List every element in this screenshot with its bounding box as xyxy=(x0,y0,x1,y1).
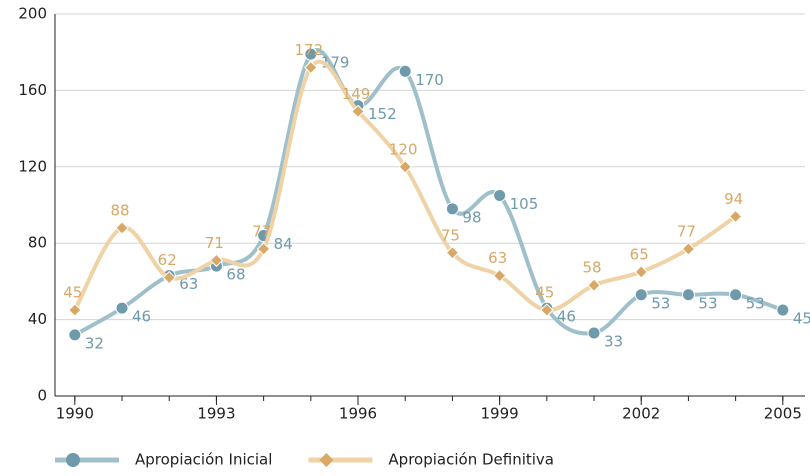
marker xyxy=(776,303,790,317)
data-label: 170 xyxy=(415,71,444,89)
y-tick-label: 160 xyxy=(18,81,47,99)
data-label: 105 xyxy=(510,195,539,213)
marker xyxy=(492,268,507,283)
marker xyxy=(540,303,554,317)
data-label: 98 xyxy=(462,208,481,226)
y-tick-label: 200 xyxy=(18,5,47,23)
data-label: 33 xyxy=(604,332,623,350)
series-line xyxy=(73,59,737,313)
data-label: 63 xyxy=(179,275,198,293)
marker xyxy=(728,209,743,224)
marker xyxy=(115,301,129,315)
data-label: 45 xyxy=(535,284,554,302)
marker xyxy=(634,265,648,279)
data-label: 58 xyxy=(582,259,601,277)
marker xyxy=(68,328,82,342)
legend-marker xyxy=(319,453,334,467)
data-label: 46 xyxy=(557,308,576,326)
data-label: 152 xyxy=(368,105,397,123)
marker xyxy=(304,47,318,61)
data-label: 149 xyxy=(342,85,371,103)
marker xyxy=(162,270,176,285)
marker xyxy=(493,188,507,202)
x-tick-label: 1996 xyxy=(339,405,377,423)
data-label: 32 xyxy=(85,334,104,352)
x-tick-label: 1993 xyxy=(197,405,235,423)
x-tick-label: 2005 xyxy=(764,405,802,423)
data-label: 88 xyxy=(110,201,129,219)
y-tick-label: 40 xyxy=(28,310,47,328)
marker xyxy=(445,246,460,260)
y-tick-label: 0 xyxy=(37,387,47,405)
data-label: 62 xyxy=(158,251,177,269)
data-label: 120 xyxy=(389,140,418,158)
marker xyxy=(729,288,743,302)
marker xyxy=(445,202,459,216)
marker xyxy=(209,253,224,268)
data-label: 68 xyxy=(226,266,245,284)
data-label: 45 xyxy=(63,284,82,302)
legend-label: Apropiación Definitiva xyxy=(388,451,554,469)
data-label: 53 xyxy=(651,294,670,312)
marker xyxy=(681,242,696,256)
marker xyxy=(351,104,365,119)
marker xyxy=(256,242,271,256)
x-tick-label: 2002 xyxy=(622,405,660,423)
marker xyxy=(304,60,318,75)
x-tick-label: 1999 xyxy=(481,405,519,423)
marker xyxy=(587,278,601,292)
data-label: 94 xyxy=(724,190,743,208)
marker xyxy=(398,160,412,174)
data-label: 77 xyxy=(252,222,271,240)
y-tick-label: 120 xyxy=(18,157,47,175)
legend-label: Apropiación Inicial xyxy=(135,451,272,469)
legend-marker xyxy=(66,453,80,467)
marker xyxy=(587,326,601,340)
data-label: 53 xyxy=(746,294,765,312)
marker xyxy=(634,288,648,302)
data-label: 172 xyxy=(295,41,324,59)
data-label: 46 xyxy=(132,308,151,326)
data-label: 77 xyxy=(677,222,696,240)
marker xyxy=(115,221,129,235)
data-label: 75 xyxy=(441,226,460,244)
marker xyxy=(68,303,82,317)
y-tick-label: 80 xyxy=(28,234,47,252)
data-label: 63 xyxy=(488,249,507,267)
marker xyxy=(681,288,695,302)
data-label: 45 xyxy=(793,310,810,328)
marker xyxy=(398,64,412,78)
data-label: 65 xyxy=(630,245,649,263)
data-label: 71 xyxy=(205,234,224,252)
data-label: 84 xyxy=(274,235,293,253)
x-tick-label: 1990 xyxy=(56,405,94,423)
data-label: 53 xyxy=(698,294,717,312)
